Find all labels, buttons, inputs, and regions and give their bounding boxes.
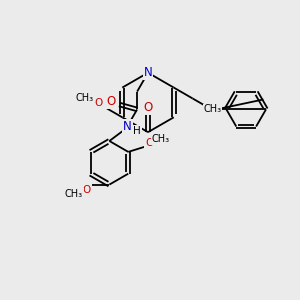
Text: CH₃: CH₃: [76, 94, 94, 103]
Text: O: O: [95, 98, 103, 108]
Text: S: S: [208, 103, 215, 116]
Text: H: H: [133, 126, 141, 136]
Text: CH₃: CH₃: [203, 104, 222, 114]
Text: CH₃: CH₃: [65, 188, 83, 199]
Text: N: N: [144, 66, 152, 79]
Text: O: O: [143, 101, 153, 114]
Text: O: O: [107, 95, 116, 108]
Text: CH₃: CH₃: [152, 134, 170, 144]
Text: O: O: [145, 138, 153, 148]
Text: O: O: [82, 184, 91, 194]
Text: N: N: [123, 120, 132, 133]
